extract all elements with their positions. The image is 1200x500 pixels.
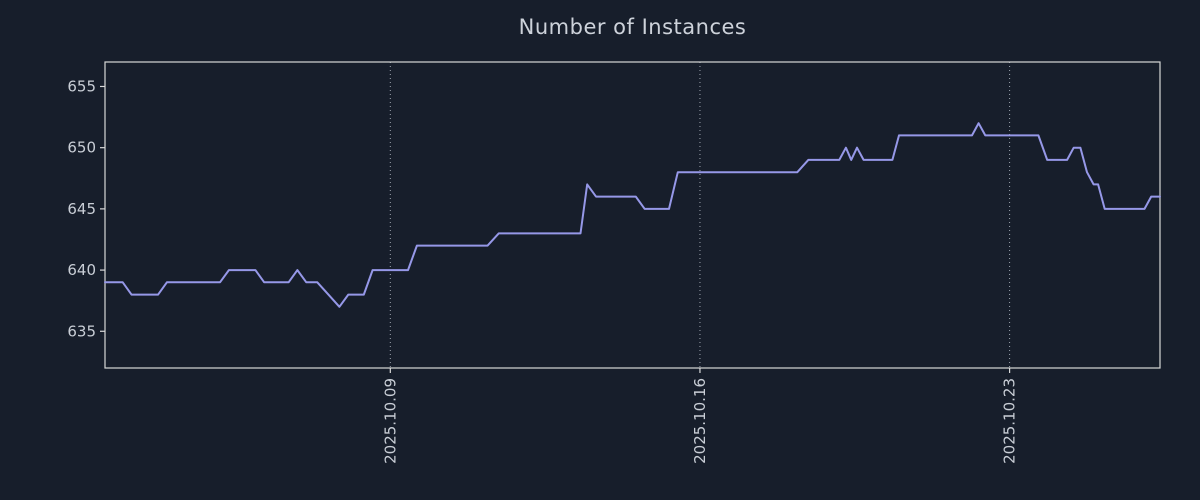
x-tick-label: 2025.10.09	[381, 378, 399, 464]
plot-border	[104, 61, 1161, 369]
y-tick-label: 650	[67, 139, 96, 157]
y-tick-label: 640	[67, 261, 96, 279]
chart-title: Number of Instances	[518, 15, 747, 39]
y-tick-label: 645	[67, 200, 96, 218]
x-tick-label: 2025.10.23	[1001, 378, 1019, 464]
y-tick-label: 655	[67, 77, 96, 95]
y-tick-label: 635	[67, 322, 96, 340]
x-tick-label: 2025.10.16	[691, 378, 709, 464]
data-line-instances	[104, 122, 1161, 308]
